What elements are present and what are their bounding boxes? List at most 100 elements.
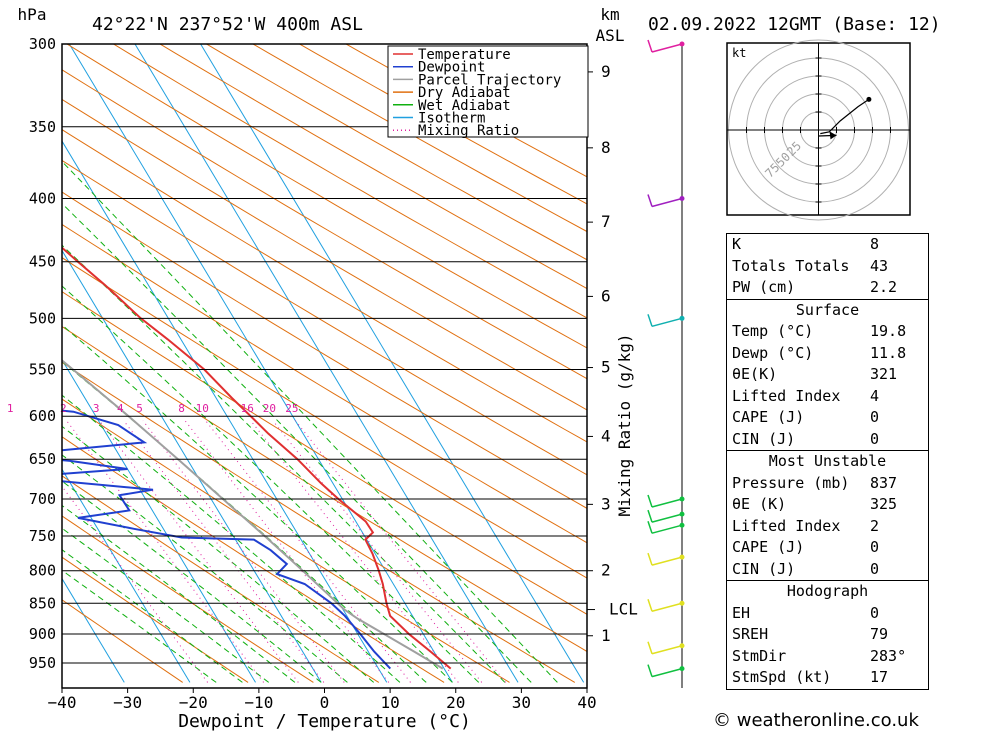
x-tick-label: 0 (320, 693, 330, 712)
km-tick-label: 4 (601, 426, 611, 445)
x-axis-label: Dewpoint / Temperature (°C) (178, 711, 471, 732)
dry-adiabat-line (66, 44, 587, 349)
wet-adiabat-line (62, 425, 375, 683)
wet-adiabat-line (62, 244, 506, 683)
dewpoint-line (62, 409, 392, 670)
surface-index-label: CIN (J) (732, 429, 796, 448)
hodo-index-value: 79 (870, 625, 889, 643)
mixing-ratio-value-label: 10 (196, 402, 209, 415)
wind-barb-flag (647, 194, 653, 207)
hodo-index-value: 17 (870, 668, 889, 686)
wind-barb (647, 194, 685, 208)
index-label: K (732, 235, 742, 253)
wind-barb-dot (679, 195, 685, 201)
wind-barb-staff (651, 645, 683, 655)
mu-index-label: Pressure (mb) (732, 473, 850, 492)
wind-barb-staff (651, 524, 683, 534)
mixing-ratio-value-label: 2 (60, 402, 67, 415)
x-tick-label: 40 (577, 693, 596, 712)
index-value: 43 (870, 256, 889, 275)
hodo-index-label: StmSpd (kt) (732, 668, 832, 686)
mixing-ratio-value-label: 3 (93, 402, 100, 415)
mixing-ratio-line (184, 420, 390, 683)
surface-index-row: Lifted Index 4 (727, 386, 928, 408)
mixing-ratio-value-label: 5 (136, 402, 143, 415)
mixing-ratio-value-label: 25 (285, 402, 298, 415)
dry-adiabat-line (62, 436, 445, 683)
surface-index-value: 0 (870, 429, 880, 448)
wind-barb-flag (647, 599, 653, 612)
surface-index-value: 19.8 (870, 322, 907, 340)
wet-adiabat-line (62, 394, 401, 683)
isotherm-line (62, 249, 322, 683)
wind-barb (647, 520, 685, 534)
isotherm-line (68, 44, 453, 683)
dry-adiabat-line (62, 398, 510, 683)
mixing-ratio-value-label: 20 (263, 402, 276, 415)
dry-adiabat-line (159, 44, 587, 290)
surface-index-row: θE(K) 321 (727, 364, 928, 386)
dry-adiabat-line (62, 475, 380, 683)
pressure-tick-label: 700 (29, 490, 56, 508)
wind-barb-dot (679, 666, 685, 672)
wind-barb (647, 494, 685, 508)
wind-barb-flag (647, 39, 653, 53)
surface-index-label: CAPE (J) (732, 408, 805, 426)
surface-index-row: Dewp (°C) 11.8 (727, 343, 928, 365)
pressure-unit-label: hPa (18, 5, 47, 24)
dry-adiabat-line (62, 257, 587, 579)
wind-barb-staff (651, 498, 683, 508)
pressure-tick-label: 750 (29, 527, 56, 545)
hodo-index-row: EH 0 (727, 603, 928, 625)
wind-barb (647, 641, 685, 655)
mixing-ratio-value-label: 8 (178, 402, 185, 415)
mixing-ratio-line (272, 420, 483, 683)
x-tick-label: −40 (48, 693, 77, 712)
km-tick-label: 3 (601, 494, 611, 513)
x-tick-label: 30 (512, 693, 531, 712)
wet-adiabat-line (62, 285, 480, 683)
surface-index-row: CAPE (J) 0 (727, 407, 928, 429)
pressure-tick-label: 300 (29, 35, 56, 53)
wind-barb-dot (679, 554, 685, 560)
wind-barb-dot (679, 315, 685, 321)
plot-area (62, 44, 587, 683)
hodo-index-label: EH (732, 603, 751, 622)
hodograph-trace (820, 98, 870, 135)
wind-barb (647, 599, 685, 612)
mu-index-value: 0 (870, 538, 880, 556)
indices-surface-section: Surface Temp (°C) 19.8 Dewp (°C) 11.8 θE(K) 3… (727, 298, 928, 451)
legend-entry-label: Temperature (418, 47, 511, 63)
surface-index-value: 4 (870, 386, 880, 405)
x-tick-label: −10 (244, 693, 273, 712)
x-tick-label: 20 (446, 693, 465, 712)
x-tick-label: −20 (179, 693, 208, 712)
isotherm-line (200, 44, 585, 683)
legend-entry-label: Dry Adiabat (418, 85, 511, 101)
mixing-ratio-line (250, 420, 459, 683)
dry-adiabat-line (112, 44, 587, 319)
wind-barb-flag (647, 509, 653, 523)
mixing-ratio-value-label: 16 (241, 402, 254, 415)
wind-barb (647, 509, 685, 523)
hodo-index-value: 283° (870, 646, 907, 665)
mixing-ratio-line (99, 420, 299, 683)
mixing-ratio-line (295, 420, 506, 683)
pressure-tick-label: 550 (29, 361, 56, 379)
dry-adiabat-line (205, 44, 587, 261)
wind-barb-dot (679, 511, 685, 517)
km-tick-label: 9 (601, 62, 611, 81)
mu-index-row: CIN (J) 0 (727, 559, 928, 581)
wind-barb-staff (651, 513, 683, 523)
surface-index-label: Dewp (°C) (732, 343, 814, 362)
x-tick-label: 10 (380, 693, 399, 712)
isotherm-line (134, 44, 519, 683)
km-tick-label: 2 (601, 561, 611, 580)
mu-index-row: CAPE (J) 0 (727, 537, 928, 559)
surface-title: Surface (795, 300, 860, 319)
dry-adiabat-line (252, 44, 587, 233)
mu-index-row: Pressure (mb) 837 (727, 473, 928, 495)
copyright-footer[interactable]: © weatheronline.co.uk (713, 710, 919, 731)
mu-index-value: 0 (870, 559, 880, 578)
